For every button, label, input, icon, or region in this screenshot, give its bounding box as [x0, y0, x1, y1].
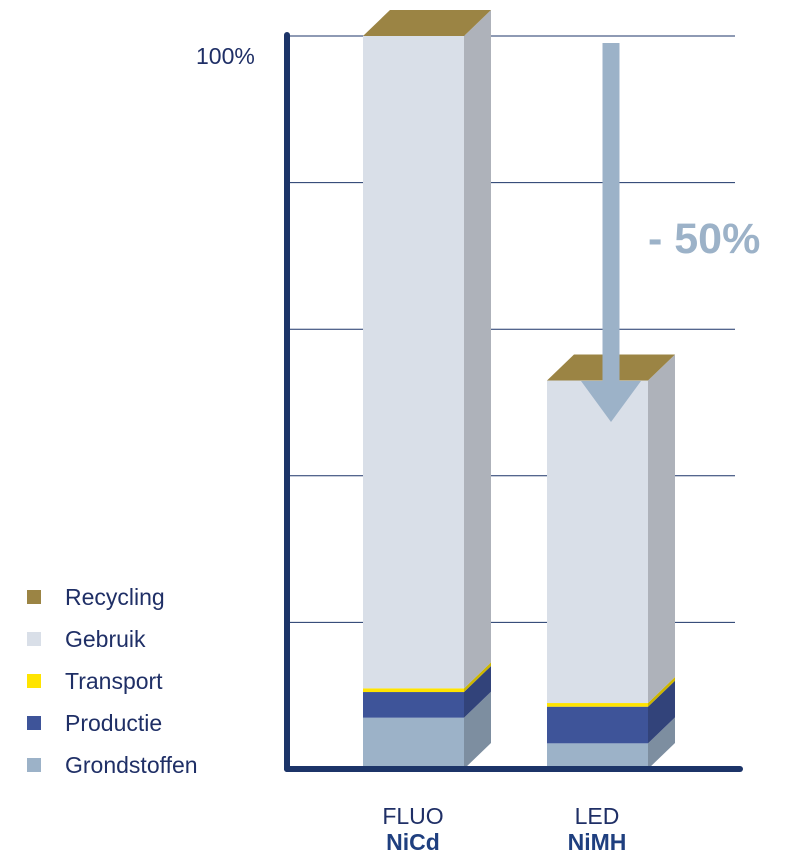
- x-label-fluo: FLUO NiCd: [343, 803, 483, 855]
- bar-led-grondstoffen-side: [648, 717, 675, 769]
- bar-led-transport-side: [648, 677, 675, 707]
- bar-fluo-productie-side: [464, 666, 491, 718]
- legend-swatch-transport: [27, 674, 41, 688]
- reduction-annotation: - 50%: [648, 215, 761, 263]
- legend-item-transport: Transport: [27, 660, 277, 702]
- x-label-fluo-category: FLUO: [382, 803, 444, 829]
- bar-fluo-productie: [363, 692, 464, 718]
- y-tick-label-100: 100%: [196, 43, 255, 69]
- reduction-arrow: [581, 43, 641, 422]
- legend-swatch-gebruik: [27, 632, 41, 646]
- bar-fluo-transport: [363, 688, 464, 693]
- legend-item-recycling: Recycling: [27, 576, 277, 618]
- bar-fluo-gebruik-side: [464, 10, 491, 689]
- x-label-led-category: LED: [574, 803, 620, 829]
- legend-item-gebruik: Gebruik: [27, 618, 277, 660]
- bar-led-transport: [547, 703, 648, 707]
- x-label-fluo-sub: NiCd: [386, 829, 440, 855]
- bar-fluo-gebruik: [363, 36, 464, 689]
- legend-swatch-grondstoffen: [27, 758, 41, 772]
- bar-fluo-grondstoffen: [363, 717, 464, 769]
- legend-item-productie: Productie: [27, 702, 277, 744]
- bar-led-productie-side: [648, 680, 675, 744]
- bar-led-productie: [547, 706, 648, 744]
- legend-label-gebruik: Gebruik: [65, 625, 146, 652]
- bar-led-gebruik-side: [648, 354, 675, 704]
- bar-fluo-recycling-top: [363, 10, 491, 36]
- legend-swatch-recycling: [27, 590, 41, 604]
- legend-label-transport: Transport: [65, 667, 163, 694]
- legend: Recycling Gebruik Transport Productie Gr…: [27, 576, 277, 786]
- x-label-led: LED NiMH: [527, 803, 667, 855]
- legend-label-grondstoffen: Grondstoffen: [65, 751, 198, 778]
- x-label-led-sub: NiMH: [567, 829, 627, 855]
- legend-item-grondstoffen: Grondstoffen: [27, 744, 277, 786]
- legend-swatch-productie: [27, 716, 41, 730]
- bar-led-grondstoffen: [547, 743, 648, 769]
- bar-led-gebruik: [547, 380, 648, 704]
- legend-label-productie: Productie: [65, 709, 163, 736]
- bar-fluo-transport-side: [464, 662, 491, 693]
- bar-fluo-grondstoffen-side: [464, 691, 491, 769]
- legend-label-recycling: Recycling: [65, 583, 165, 610]
